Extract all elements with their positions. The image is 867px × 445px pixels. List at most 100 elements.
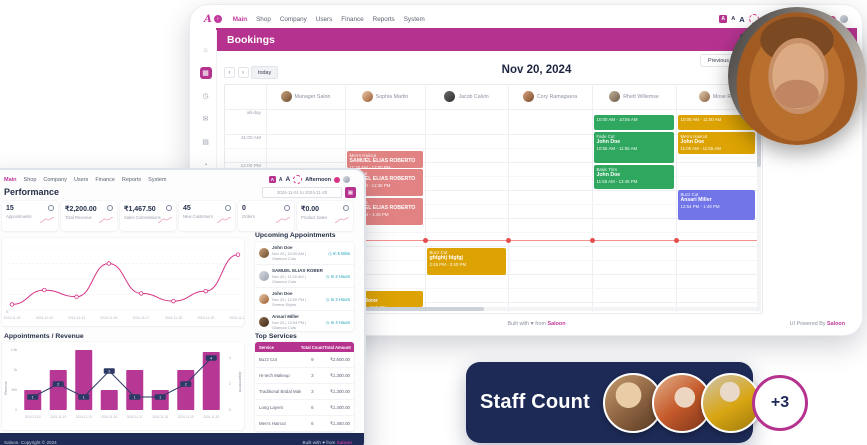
stat-card: ₹2,200.00 Total Revenue — [61, 201, 117, 231]
menu-item-shop[interactable]: Shop — [256, 15, 271, 23]
calendar-forward-button[interactable]: › — [237, 67, 249, 78]
perf-user-avatar[interactable] — [343, 176, 350, 183]
appointment-datetime: Nov 20 | 12:00 PM | — [272, 296, 307, 302]
staff-column-header[interactable]: Mose Ra — [676, 84, 757, 109]
sidebar-bookings-icon[interactable]: ▦ — [199, 67, 212, 79]
services-table-row: Traditional Bridal Makeup 3 ₹1,300.00 — [255, 384, 354, 400]
stat-card: 45 New Customers — [179, 201, 235, 231]
stat-card: ₹0.00 Product Sales — [297, 201, 353, 231]
sidebar-dashboard-icon[interactable]: ⌂ — [203, 46, 208, 54]
stat-sparkline — [334, 211, 350, 229]
menu-item-company[interactable]: Company — [43, 176, 67, 183]
svg-text:1: 1 — [32, 395, 34, 399]
footer-built-with-text: Built with ♥ from — [507, 321, 547, 327]
svg-text:2024-11-20: 2024-11-20 — [229, 316, 244, 320]
staff-avatar-photo — [651, 372, 712, 433]
date-range-input[interactable]: 2024-11-01 to 2024-11-20 — [262, 187, 342, 198]
performance-window: Main Shop Company Users Finance Reports System… — [0, 170, 364, 445]
current-time-line — [266, 240, 757, 241]
perf-font-size-large-button[interactable]: A — [285, 176, 291, 183]
menu-item-users[interactable]: Users — [315, 15, 333, 23]
promo-portrait-photo — [728, 7, 866, 145]
calendar-event[interactable]: Buzz Cut gfdghtj fdgfgj 2:45 PM - 3:40 PM — [426, 248, 506, 275]
perf-footer-brand-link[interactable]: Saloon — [336, 440, 352, 445]
perf-font-size-small-button[interactable]: A — [268, 176, 276, 183]
calendar-event[interactable]: Basic Trim John Doe 11:55 AM - 12:45 PM — [593, 165, 674, 189]
service-count: 3 — [311, 373, 314, 378]
staff-count-avatars: +3 — [602, 372, 808, 433]
customer-avatar — [259, 294, 269, 304]
svg-text:2024-11-19: 2024-11-19 — [178, 415, 194, 419]
svg-text:2024-11-20: 2024-11-20 — [203, 415, 219, 419]
previous-button[interactable]: Previous — [700, 54, 737, 67]
menu-item-users[interactable]: Users — [73, 176, 89, 183]
svg-text:Revenue: Revenue — [4, 381, 8, 395]
calendar-event[interactable]: Men's Haircut John Doe 11:00 AM - 11:55 AM — [677, 132, 755, 154]
menu-item-main[interactable]: Main — [4, 176, 17, 183]
services-table-header: Service Total Count Total Amount — [255, 342, 354, 352]
staff-column-header[interactable]: Cory Ramaguera — [508, 84, 592, 109]
perf-notifications-icon[interactable] — [334, 176, 340, 183]
menu-item-shop[interactable]: Shop — [23, 176, 37, 183]
time-remaining-badge: ◷ In 5 Mins — [328, 250, 350, 256]
calendar-halfhour-line — [224, 288, 761, 289]
menu-item-reports[interactable]: Reports — [121, 176, 142, 183]
sidebar-calendar-icon[interactable]: ◷ — [202, 93, 209, 100]
calendar-vertical-scrollbar[interactable] — [757, 109, 761, 307]
menu-item-reports[interactable]: Reports — [372, 15, 395, 23]
today-button[interactable]: today — [251, 66, 279, 79]
menu-item-main[interactable]: Main — [232, 15, 248, 23]
service-amount: ₹1,400.00 — [330, 404, 350, 410]
service-name: Buzz Cut — [259, 357, 277, 362]
menu-item-company[interactable]: Company — [279, 15, 307, 23]
staff-count-card: Staff Count +3 — [466, 362, 808, 443]
upcoming-appointment-row[interactable]: Ansari Miller Nov 20 | 12:54 PM | Glamour … — [255, 311, 354, 331]
calendar-event[interactable]: 10:00 AM - 10:55 AM — [593, 115, 674, 130]
font-size-medium-button[interactable]: A — [731, 16, 736, 22]
stat-sparkline — [98, 211, 114, 229]
staff-column-header[interactable]: Rhett Willemse — [592, 84, 676, 109]
event-customer: SAMUEL ELIAS ROBERTO — [349, 205, 416, 212]
calendar-back-button[interactable]: ‹ — [224, 67, 235, 78]
event-customer: SAMUEL ELIAS ROBERTO — [349, 176, 416, 183]
perf-font-size-medium-button[interactable]: A — [278, 176, 283, 183]
upcoming-appointment-row[interactable]: SAMUEL ELIAS ROBERTONov 20 | 11:00 AM |G… — [255, 265, 354, 288]
calendar-hour-line — [224, 302, 761, 303]
sidebar-reports-icon[interactable]: ◔ — [203, 161, 208, 169]
footer-brand-link[interactable]: Saloon — [547, 321, 566, 327]
font-size-large-button[interactable]: A — [739, 14, 745, 24]
font-size-small-button[interactable]: A — [719, 15, 728, 23]
user-avatar[interactable] — [840, 15, 848, 23]
calendar-column-line — [425, 84, 426, 312]
stat-card: ₹1,467.50 Sales Commissions — [120, 201, 176, 231]
services-table-row: Long Layers 6 ₹1,400.00 — [255, 400, 354, 416]
upcoming-appointment-info: SAMUEL ELIAS ROBERTONov 20 | 11:00 AM |G… — [272, 268, 323, 284]
app-logo-arrow-icon: › — [213, 15, 222, 23]
menu-item-system[interactable]: System — [403, 15, 425, 23]
staff-column-header[interactable]: Manager Salon — [266, 84, 345, 109]
upcoming-appointment-row[interactable]: John Doe Nov 20 | 12:00 PM | Serene Styles… — [255, 288, 354, 311]
staff-column-header[interactable]: Sophia Martin — [345, 84, 425, 109]
calendar-halfhour-line — [224, 176, 761, 177]
service-name: Long Layers — [259, 405, 284, 410]
menu-item-finance[interactable]: Finance — [95, 176, 115, 183]
staff-column-header[interactable]: Jacob Calvin — [425, 84, 508, 109]
perf-salon-name[interactable]: Afternoon — [305, 176, 331, 183]
svg-text:2024-11-02: 2024-11-02 — [25, 415, 41, 419]
menu-item-system[interactable]: System — [148, 176, 167, 183]
menu-item-finance[interactable]: Finance — [341, 15, 364, 23]
svg-text:2024-11-02: 2024-11-02 — [3, 316, 20, 320]
sidebar-customers-icon[interactable]: ✉ — [202, 116, 209, 123]
stat-value: ₹2,200.00 — [65, 206, 97, 213]
calendar-event[interactable]: Buzz Cut Ansari Miller 12:54 PM - 1:49 PM — [677, 190, 755, 220]
calendar-event[interactable]: 10:00 AM - 11:00 AM — [677, 115, 755, 130]
svg-text:2024-11-18: 2024-11-18 — [152, 415, 168, 419]
appointments-revenue-chart: 0 500 1k 1.5k 0 2 4 Revenue Appointments 1 2 1 3 1 1 2 4… — [4, 348, 242, 419]
date-picker-button[interactable]: ▦ — [345, 187, 356, 198]
svg-text:2024-11-10: 2024-11-10 — [50, 415, 66, 419]
calendar-event[interactable]: Men's Haircut SAMUEL ELIAS ROBERTO 11:20 A… — [346, 151, 423, 168]
sidebar-sales-icon[interactable]: ▤ — [202, 139, 209, 146]
upcoming-appointment-row[interactable]: John Doe Nov 20 | 10:00 AM | Glamour Cuts ◷… — [255, 242, 354, 265]
calendar-event[interactable]: Fade Cut John Doe 10:55 AM - 11:55 AM — [593, 132, 674, 163]
footer-powered-brand-link[interactable]: Saloon — [827, 321, 845, 327]
